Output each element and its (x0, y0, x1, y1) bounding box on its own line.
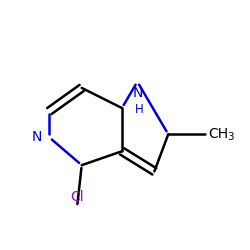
Text: 3: 3 (228, 132, 234, 142)
Text: N: N (31, 130, 42, 144)
Text: H: H (134, 103, 143, 116)
Text: CH: CH (208, 127, 229, 141)
Text: Cl: Cl (70, 190, 84, 204)
Text: N: N (132, 86, 142, 100)
